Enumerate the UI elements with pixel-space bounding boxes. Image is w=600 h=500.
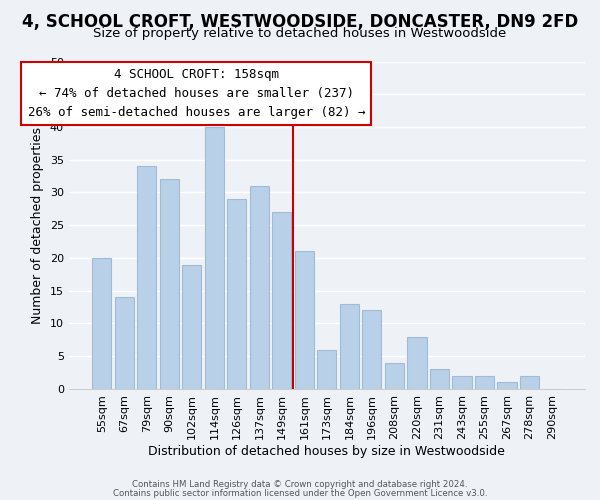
Bar (317, 350, 337, 389)
Text: Size of property relative to detached houses in Westwoodside: Size of property relative to detached ho… (94, 28, 506, 40)
Bar (340, 304, 359, 389)
Bar (295, 252, 314, 389)
Text: Contains HM Land Registry data © Crown copyright and database right 2024.: Contains HM Land Registry data © Crown c… (132, 480, 468, 489)
Bar (430, 370, 449, 389)
Bar (160, 180, 179, 389)
Text: Contains public sector information licensed under the Open Government Licence v3: Contains public sector information licen… (113, 488, 487, 498)
Text: 4, SCHOOL CROFT, WESTWOODSIDE, DONCASTER, DN9 2FD: 4, SCHOOL CROFT, WESTWOODSIDE, DONCASTER… (22, 12, 578, 30)
Bar (407, 336, 427, 389)
Bar (385, 363, 404, 389)
Bar (92, 258, 112, 389)
Bar (520, 376, 539, 389)
Bar (250, 186, 269, 389)
X-axis label: Distribution of detached houses by size in Westwoodside: Distribution of detached houses by size … (148, 444, 505, 458)
Bar (115, 298, 134, 389)
Bar (182, 264, 202, 389)
Bar (137, 166, 157, 389)
Bar (205, 127, 224, 389)
Bar (475, 376, 494, 389)
Bar (362, 310, 382, 389)
Bar (272, 212, 292, 389)
Bar (227, 199, 247, 389)
Text: 4 SCHOOL CROFT: 158sqm
← 74% of detached houses are smaller (237)
26% of semi-de: 4 SCHOOL CROFT: 158sqm ← 74% of detached… (28, 68, 365, 119)
Y-axis label: Number of detached properties: Number of detached properties (31, 126, 44, 324)
Bar (497, 382, 517, 389)
Bar (452, 376, 472, 389)
